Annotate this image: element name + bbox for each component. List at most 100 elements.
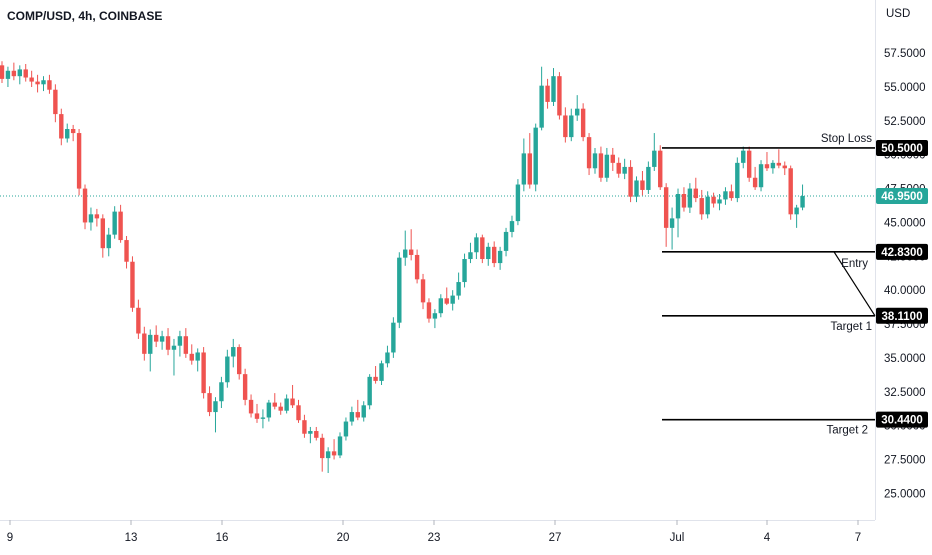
y-tick-label: 45.0000: [884, 217, 926, 229]
candle-body: [575, 108, 580, 116]
candle-body: [195, 352, 200, 361]
candle-body: [539, 85, 544, 128]
level-price-tag: [876, 411, 928, 428]
candle-body: [723, 191, 728, 200]
candle-body: [456, 282, 461, 296]
candle-body: [545, 85, 550, 102]
candle-body: [521, 153, 527, 185]
candle-body: [462, 259, 467, 283]
candle-body: [735, 162, 740, 199]
candle-body: [658, 150, 663, 188]
candle-body: [248, 399, 254, 414]
candle-body: [284, 398, 289, 411]
x-tick-label: 7: [855, 532, 861, 544]
candle-body: [177, 336, 183, 346]
candle-body: [17, 69, 22, 77]
candle-body: [23, 69, 28, 78]
candle-body: [497, 250, 503, 264]
candle-body: [640, 180, 645, 190]
candle-body: [794, 207, 799, 215]
candle-body: [82, 188, 88, 223]
candle-body: [527, 153, 532, 185]
candle-body: [189, 353, 194, 361]
candle-body: [764, 164, 770, 169]
x-axis-ticks: 9 13 16 20 23 27 Jul 4 7: [7, 520, 861, 544]
candle-body: [675, 194, 681, 219]
candle-body: [0, 65, 5, 79]
candle-body: [610, 154, 615, 163]
y-tick-label: 32.5000: [884, 387, 926, 399]
candle-body: [100, 218, 106, 249]
candle-body: [219, 382, 224, 402]
candle-body: [414, 254, 420, 280]
y-tick-label: 52.5000: [884, 116, 926, 128]
candle-body: [308, 431, 313, 434]
candle-body: [515, 184, 521, 222]
candle-body: [486, 246, 491, 260]
y-tick-label: 57.5000: [884, 48, 926, 60]
candle-body: [325, 451, 331, 459]
candle-body: [480, 237, 485, 260]
candle-body: [397, 257, 402, 323]
candle-body: [705, 196, 710, 215]
candle-body: [586, 137, 592, 169]
x-tick-label: 27: [549, 532, 562, 544]
candle-body: [770, 162, 776, 169]
candle-body: [432, 313, 438, 319]
candle-body: [699, 198, 704, 215]
candle-body: [88, 214, 94, 223]
x-tick-label: 20: [337, 532, 350, 544]
candle-body: [130, 261, 135, 308]
x-tick-label: 13: [125, 532, 138, 544]
candle-body: [491, 246, 497, 264]
candle-body: [746, 150, 752, 178]
candle-body: [136, 307, 141, 334]
level-price-tag: [876, 243, 928, 260]
candle-body: [159, 336, 165, 342]
candle-body: [717, 199, 722, 204]
candle-body: [47, 80, 52, 90]
level-label: Target 2: [826, 425, 868, 437]
level-price-tag: [876, 307, 928, 324]
candle-body: [628, 166, 633, 197]
candles: [0, 61, 805, 474]
candle-body: [634, 180, 639, 197]
candle-body: [59, 114, 64, 139]
x-tick-label: 23: [428, 532, 441, 544]
candle-body: [314, 431, 319, 438]
candle-body: [367, 376, 372, 406]
candle-body: [29, 77, 34, 82]
candle-body: [148, 334, 153, 354]
candle-body: [272, 402, 277, 407]
candle-body: [76, 133, 82, 189]
candle-body: [729, 191, 734, 199]
candle-body: [254, 413, 260, 419]
candle-body: [592, 153, 598, 169]
trade-levels: Stop Loss Entry Target 1 Target 2: [662, 133, 876, 437]
candle-body: [165, 336, 171, 350]
y-tick-label: 55.0000: [884, 82, 926, 94]
candle-body: [53, 89, 58, 115]
candle-body: [604, 154, 610, 178]
candle-body: [450, 295, 455, 304]
candle-body: [782, 165, 787, 169]
chart-title: COMP/USD, 4h, COINBASE: [7, 9, 162, 23]
candle-body: [391, 322, 396, 353]
x-tick-label: Jul: [670, 532, 685, 544]
candle-body: [580, 108, 586, 138]
candle-body: [225, 356, 230, 383]
candle-body: [41, 80, 46, 85]
candle-body: [237, 347, 242, 375]
candle-body: [260, 417, 266, 419]
candle-body: [171, 345, 177, 350]
candle-body: [94, 214, 100, 219]
candle-body: [444, 298, 449, 304]
candle-body: [379, 363, 384, 381]
candle-body: [242, 374, 248, 400]
candle-body: [5, 70, 11, 79]
price-tags: 50.5000 42.8300 38.1100 30.4400 46.9500: [876, 139, 928, 428]
x-tick-label: 16: [216, 532, 229, 544]
candle-body: [290, 398, 295, 406]
